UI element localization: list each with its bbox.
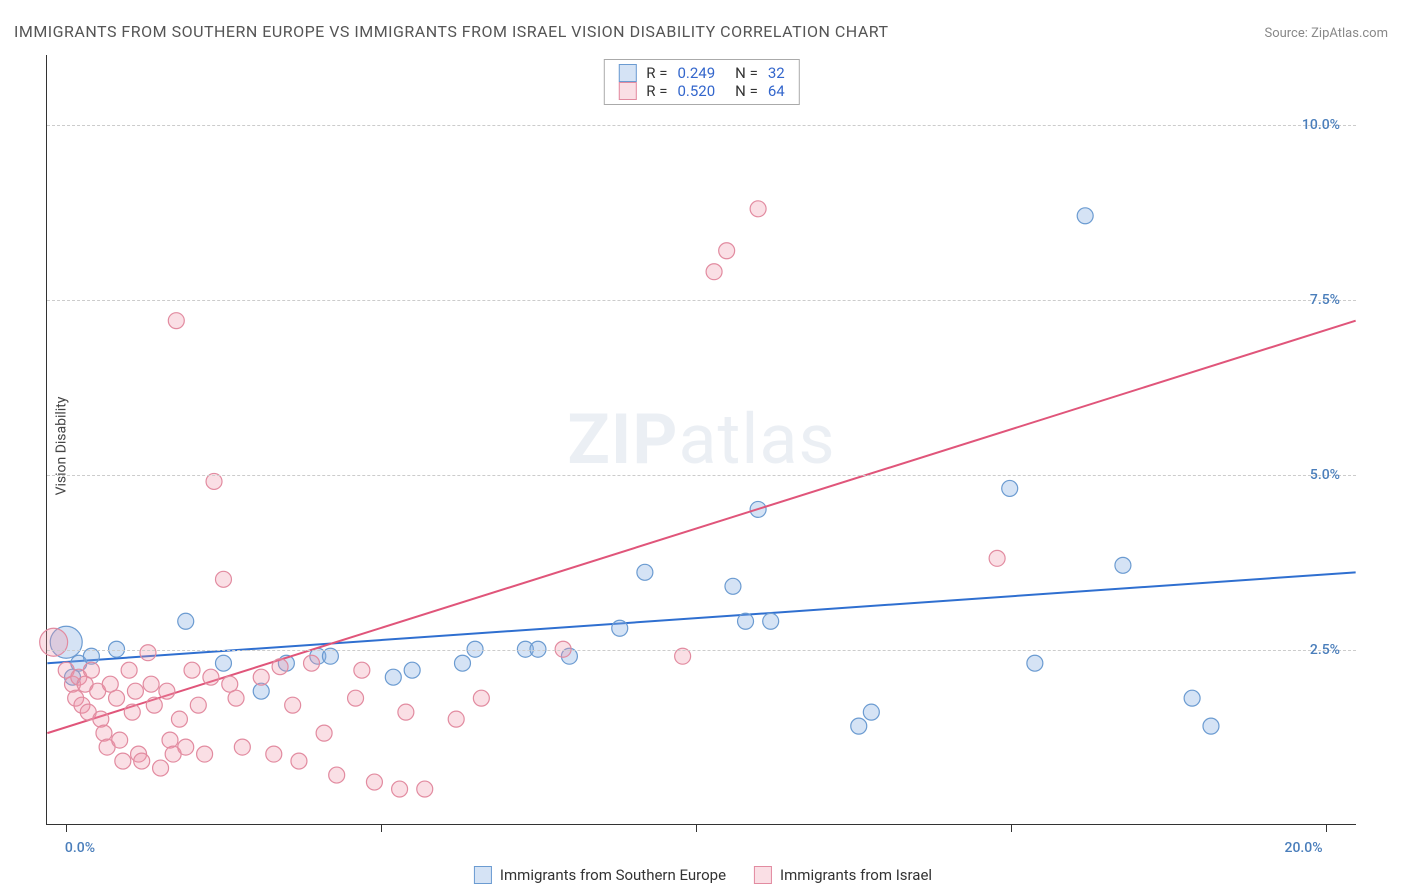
x-tick-label: 0.0% [65, 840, 95, 856]
y-tick-label: 10.0% [1302, 117, 1340, 133]
source-label: Source: ZipAtlas.com [1264, 26, 1388, 41]
gridline [47, 125, 1356, 126]
x-tick [696, 824, 697, 832]
x-tick [381, 824, 382, 832]
legend-item: Immigrants from Southern Europe [474, 866, 726, 884]
chart-container: IMMIGRANTS FROM SOUTHERN EUROPE VS IMMIG… [0, 0, 1406, 892]
y-tick-label: 2.5% [1310, 642, 1340, 658]
stat-n-value: 32 [768, 64, 785, 82]
stat-n-label: N = [735, 64, 758, 82]
stat-n-value: 64 [768, 82, 785, 100]
bottom-legend: Immigrants from Southern Europe Immigrant… [474, 866, 932, 884]
legend-swatch [754, 866, 772, 884]
x-tick [66, 824, 67, 832]
gridline [47, 475, 1356, 476]
x-tick [1326, 824, 1327, 832]
legend-swatch [474, 866, 492, 884]
y-tick-label: 5.0% [1310, 467, 1340, 483]
stat-box: R = 0.249 N = 32 R = 0.520 N = 64 [603, 59, 799, 105]
stat-row: R = 0.520 N = 64 [618, 82, 784, 100]
y-tick-label: 7.5% [1310, 292, 1340, 308]
x-tick-label: 20.0% [1285, 840, 1323, 856]
stat-r-label: R = [646, 64, 667, 82]
x-tick [1011, 824, 1012, 832]
gridline [47, 300, 1356, 301]
stat-swatch [618, 64, 636, 82]
legend-label: Immigrants from Southern Europe [500, 866, 726, 884]
stat-row: R = 0.249 N = 32 [618, 64, 784, 82]
stat-r-value: 0.520 [677, 82, 715, 100]
gridline [47, 650, 1356, 651]
stat-swatch [618, 82, 636, 100]
plot-svg [47, 55, 1356, 824]
stat-n-label: N = [735, 82, 758, 100]
stat-r-value: 0.249 [677, 64, 715, 82]
stat-r-label: R = [646, 82, 667, 100]
legend-label: Immigrants from Israel [780, 866, 932, 884]
plot-area: ZIPatlas R = 0.249N = 32R = 0.520N = 64 … [46, 55, 1356, 825]
legend-item: Immigrants from Israel [754, 866, 932, 884]
chart-title: IMMIGRANTS FROM SOUTHERN EUROPE VS IMMIG… [14, 22, 889, 41]
